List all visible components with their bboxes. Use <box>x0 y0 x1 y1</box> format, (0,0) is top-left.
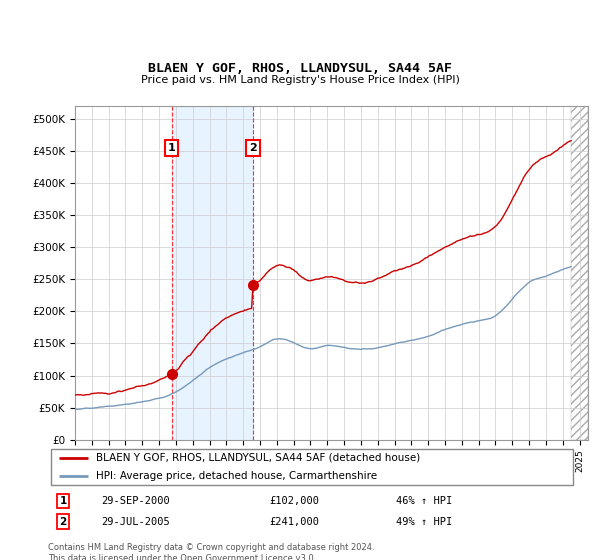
Text: 46% ↑ HPI: 46% ↑ HPI <box>397 496 453 506</box>
Text: £241,000: £241,000 <box>270 517 320 527</box>
Text: BLAEN Y GOF, RHOS, LLANDYSUL, SA44 5AF: BLAEN Y GOF, RHOS, LLANDYSUL, SA44 5AF <box>148 62 452 75</box>
Text: 1: 1 <box>59 496 67 506</box>
Text: Price paid vs. HM Land Registry's House Price Index (HPI): Price paid vs. HM Land Registry's House … <box>140 74 460 85</box>
Text: HPI: Average price, detached house, Carmarthenshire: HPI: Average price, detached house, Carm… <box>95 472 377 481</box>
Text: 29-SEP-2000: 29-SEP-2000 <box>101 496 170 506</box>
Text: £102,000: £102,000 <box>270 496 320 506</box>
FancyBboxPatch shape <box>50 449 574 485</box>
Text: 29-JUL-2005: 29-JUL-2005 <box>101 517 170 527</box>
Text: 49% ↑ HPI: 49% ↑ HPI <box>397 517 453 527</box>
Bar <box>571 106 588 440</box>
Text: 2: 2 <box>59 517 67 527</box>
Bar <box>172 106 253 440</box>
Text: 1: 1 <box>168 143 176 153</box>
Text: 2: 2 <box>249 143 257 153</box>
Text: BLAEN Y GOF, RHOS, LLANDYSUL, SA44 5AF (detached house): BLAEN Y GOF, RHOS, LLANDYSUL, SA44 5AF (… <box>95 453 420 463</box>
Text: Contains HM Land Registry data © Crown copyright and database right 2024.
This d: Contains HM Land Registry data © Crown c… <box>48 543 374 560</box>
